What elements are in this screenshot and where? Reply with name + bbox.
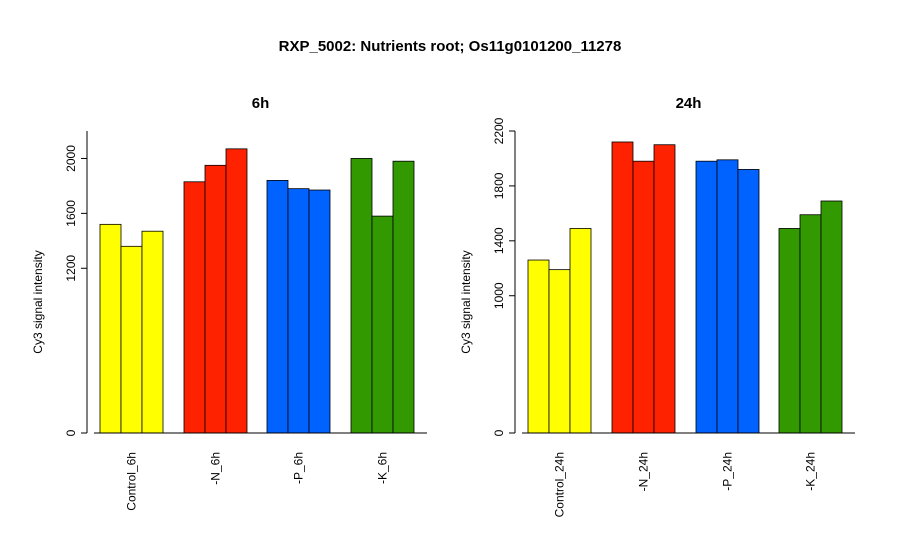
category-label: -K_6h [376,452,390,484]
y-tick-label: 2200 [492,117,506,144]
y-tick-label: 0 [492,429,506,436]
category-label: -K_24h [804,452,818,491]
category-label: -P_24h [721,452,735,491]
panel-title: 6h [252,95,270,112]
bar [695,160,718,434]
bar [350,158,373,434]
bar [527,259,550,434]
bar [548,269,571,434]
bar [569,228,592,434]
y-tick-label: 1400 [492,227,506,254]
bar [716,159,739,434]
panel-6h: 6h 0 1200 1600 2000 Cy3 signal intensity Contr… [31,95,427,511]
category-label: -P_6h [292,452,306,484]
panel-24h: 24h 0 1000 1400 1800 2200 Cy3 signal intensity… [459,95,855,517]
category-label: -N_6h [209,452,223,485]
y-tick-label: 0 [64,429,78,436]
bar [799,214,822,434]
bar [737,169,760,434]
bar [120,245,143,434]
main-title: RXP_5002: Nutrients root; Os11g0101200_1… [278,38,622,55]
y-axis-label: Cy3 signal intensity [459,250,473,353]
y-tick-label: 1200 [64,255,78,282]
bar [183,181,206,434]
bar [141,230,164,434]
bar [653,144,676,434]
bar [204,164,227,434]
y-tick-label: 1600 [64,200,78,227]
y-tick-label: 2000 [64,145,78,172]
bar [611,141,634,434]
bar [778,228,801,434]
panel-title: 24h [676,95,702,112]
bar [99,223,122,434]
bar [371,215,394,434]
category-label: Control_6h [125,452,139,511]
category-label: -N_24h [637,452,651,491]
bar [392,160,415,434]
y-tick-label: 1800 [492,172,506,199]
bar [308,189,331,434]
bar [266,180,289,434]
bar [225,148,248,434]
bar [632,160,655,434]
bar [820,200,843,434]
y-tick-label: 1000 [492,282,506,309]
y-axis-label: Cy3 signal intensity [31,250,45,353]
category-label: Control_24h [553,452,567,517]
bar [287,188,310,434]
